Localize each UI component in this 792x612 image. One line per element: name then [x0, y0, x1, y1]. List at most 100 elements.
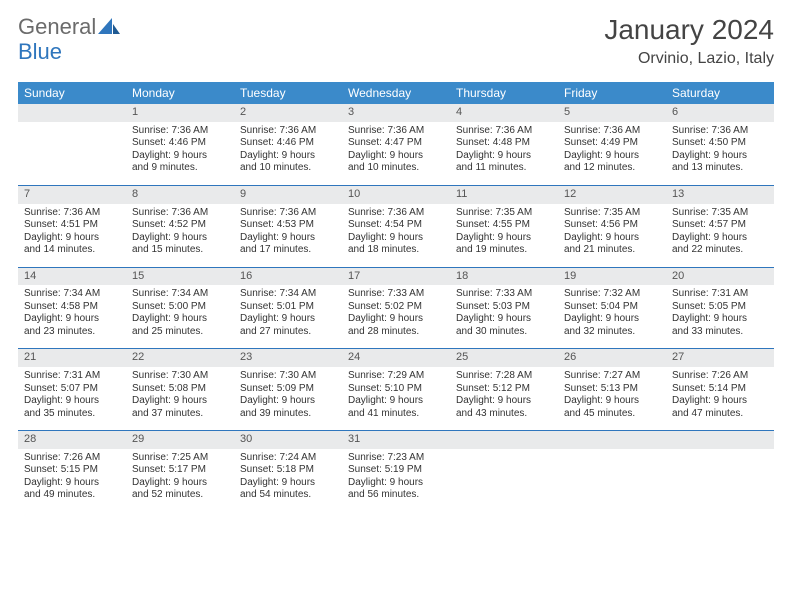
- day-number: 10: [342, 185, 450, 203]
- weekday-header-row: Sunday Monday Tuesday Wednesday Thursday…: [18, 82, 774, 104]
- month-title: January 2024: [604, 14, 774, 46]
- day2-text: and 25 minutes.: [132, 326, 228, 339]
- day2-text: and 19 minutes.: [456, 244, 552, 257]
- logo-text-blue: Blue: [18, 39, 62, 64]
- day1-text: Daylight: 9 hours: [240, 313, 336, 326]
- day-number: 25: [450, 349, 558, 367]
- sunset-text: Sunset: 5:00 PM: [132, 301, 228, 314]
- day-number: 11: [450, 185, 558, 203]
- sunrise-text: Sunrise: 7:36 AM: [132, 207, 228, 220]
- sunset-text: Sunset: 5:01 PM: [240, 301, 336, 314]
- day-cell: Sunrise: 7:25 AMSunset: 5:17 PMDaylight:…: [126, 449, 234, 512]
- day-cell: Sunrise: 7:36 AMSunset: 4:48 PMDaylight:…: [450, 122, 558, 186]
- day-cell: [450, 449, 558, 512]
- day2-text: and 32 minutes.: [564, 326, 660, 339]
- day1-text: Daylight: 9 hours: [348, 395, 444, 408]
- day-number: 2: [234, 104, 342, 122]
- day-number: 21: [18, 349, 126, 367]
- day1-text: Daylight: 9 hours: [24, 313, 120, 326]
- sunset-text: Sunset: 5:10 PM: [348, 383, 444, 396]
- day-number: 3: [342, 104, 450, 122]
- sunrise-text: Sunrise: 7:24 AM: [240, 452, 336, 465]
- sunset-text: Sunset: 5:13 PM: [564, 383, 660, 396]
- day-cell: Sunrise: 7:28 AMSunset: 5:12 PMDaylight:…: [450, 367, 558, 431]
- weekday-header: Friday: [558, 82, 666, 104]
- day1-text: Daylight: 9 hours: [132, 232, 228, 245]
- day-cell: Sunrise: 7:26 AMSunset: 5:14 PMDaylight:…: [666, 367, 774, 431]
- sunrise-text: Sunrise: 7:35 AM: [456, 207, 552, 220]
- sunrise-text: Sunrise: 7:23 AM: [348, 452, 444, 465]
- weekday-header: Sunday: [18, 82, 126, 104]
- sunset-text: Sunset: 5:05 PM: [672, 301, 768, 314]
- sunset-text: Sunset: 4:54 PM: [348, 219, 444, 232]
- day-number-row: 28293031: [18, 431, 774, 449]
- day1-text: Daylight: 9 hours: [564, 232, 660, 245]
- weekday-header: Saturday: [666, 82, 774, 104]
- day-cell: Sunrise: 7:30 AMSunset: 5:08 PMDaylight:…: [126, 367, 234, 431]
- day2-text: and 30 minutes.: [456, 326, 552, 339]
- sunrise-text: Sunrise: 7:34 AM: [24, 288, 120, 301]
- day2-text: and 10 minutes.: [348, 162, 444, 175]
- sunrise-text: Sunrise: 7:26 AM: [24, 452, 120, 465]
- day2-text: and 11 minutes.: [456, 162, 552, 175]
- day2-text: and 39 minutes.: [240, 408, 336, 421]
- weekday-header: Monday: [126, 82, 234, 104]
- sunset-text: Sunset: 5:08 PM: [132, 383, 228, 396]
- day-number: 26: [558, 349, 666, 367]
- day1-text: Daylight: 9 hours: [240, 150, 336, 163]
- day-cell: Sunrise: 7:26 AMSunset: 5:15 PMDaylight:…: [18, 449, 126, 512]
- sunset-text: Sunset: 5:14 PM: [672, 383, 768, 396]
- day-cell: Sunrise: 7:36 AMSunset: 4:54 PMDaylight:…: [342, 204, 450, 268]
- day-cell: Sunrise: 7:36 AMSunset: 4:53 PMDaylight:…: [234, 204, 342, 268]
- day1-text: Daylight: 9 hours: [456, 232, 552, 245]
- day-number: [18, 104, 126, 122]
- sunrise-text: Sunrise: 7:31 AM: [672, 288, 768, 301]
- day-cell: Sunrise: 7:36 AMSunset: 4:49 PMDaylight:…: [558, 122, 666, 186]
- day2-text: and 10 minutes.: [240, 162, 336, 175]
- sunset-text: Sunset: 4:53 PM: [240, 219, 336, 232]
- day-number: 31: [342, 431, 450, 449]
- sunset-text: Sunset: 5:12 PM: [456, 383, 552, 396]
- sunrise-text: Sunrise: 7:36 AM: [348, 207, 444, 220]
- sunset-text: Sunset: 4:56 PM: [564, 219, 660, 232]
- sunrise-text: Sunrise: 7:27 AM: [564, 370, 660, 383]
- day-number: 17: [342, 267, 450, 285]
- sunrise-text: Sunrise: 7:32 AM: [564, 288, 660, 301]
- day-number: 27: [666, 349, 774, 367]
- day-number: 24: [342, 349, 450, 367]
- day-number-row: 14151617181920: [18, 267, 774, 285]
- sunset-text: Sunset: 5:17 PM: [132, 464, 228, 477]
- day-cell: Sunrise: 7:29 AMSunset: 5:10 PMDaylight:…: [342, 367, 450, 431]
- day1-text: Daylight: 9 hours: [348, 232, 444, 245]
- day2-text: and 21 minutes.: [564, 244, 660, 257]
- day-number: 30: [234, 431, 342, 449]
- sunset-text: Sunset: 4:58 PM: [24, 301, 120, 314]
- sunset-text: Sunset: 4:46 PM: [132, 137, 228, 150]
- day2-text: and 37 minutes.: [132, 408, 228, 421]
- day-cell: Sunrise: 7:34 AMSunset: 4:58 PMDaylight:…: [18, 285, 126, 349]
- sunset-text: Sunset: 4:47 PM: [348, 137, 444, 150]
- sunrise-text: Sunrise: 7:36 AM: [240, 207, 336, 220]
- day1-text: Daylight: 9 hours: [240, 395, 336, 408]
- day-number: [450, 431, 558, 449]
- sunset-text: Sunset: 5:19 PM: [348, 464, 444, 477]
- day2-text: and 35 minutes.: [24, 408, 120, 421]
- day1-text: Daylight: 9 hours: [672, 395, 768, 408]
- day-number: 4: [450, 104, 558, 122]
- sunrise-text: Sunrise: 7:33 AM: [456, 288, 552, 301]
- day2-text: and 52 minutes.: [132, 489, 228, 502]
- sunrise-text: Sunrise: 7:34 AM: [132, 288, 228, 301]
- day1-text: Daylight: 9 hours: [456, 313, 552, 326]
- day-number: [558, 431, 666, 449]
- day-info-row: Sunrise: 7:36 AMSunset: 4:51 PMDaylight:…: [18, 204, 774, 268]
- day1-text: Daylight: 9 hours: [24, 395, 120, 408]
- day-cell: Sunrise: 7:33 AMSunset: 5:03 PMDaylight:…: [450, 285, 558, 349]
- day2-text: and 22 minutes.: [672, 244, 768, 257]
- day-cell: Sunrise: 7:35 AMSunset: 4:55 PMDaylight:…: [450, 204, 558, 268]
- day-number: 15: [126, 267, 234, 285]
- day1-text: Daylight: 9 hours: [672, 150, 768, 163]
- day-cell: Sunrise: 7:35 AMSunset: 4:57 PMDaylight:…: [666, 204, 774, 268]
- sunrise-text: Sunrise: 7:30 AM: [240, 370, 336, 383]
- sunrise-text: Sunrise: 7:36 AM: [24, 207, 120, 220]
- day1-text: Daylight: 9 hours: [132, 395, 228, 408]
